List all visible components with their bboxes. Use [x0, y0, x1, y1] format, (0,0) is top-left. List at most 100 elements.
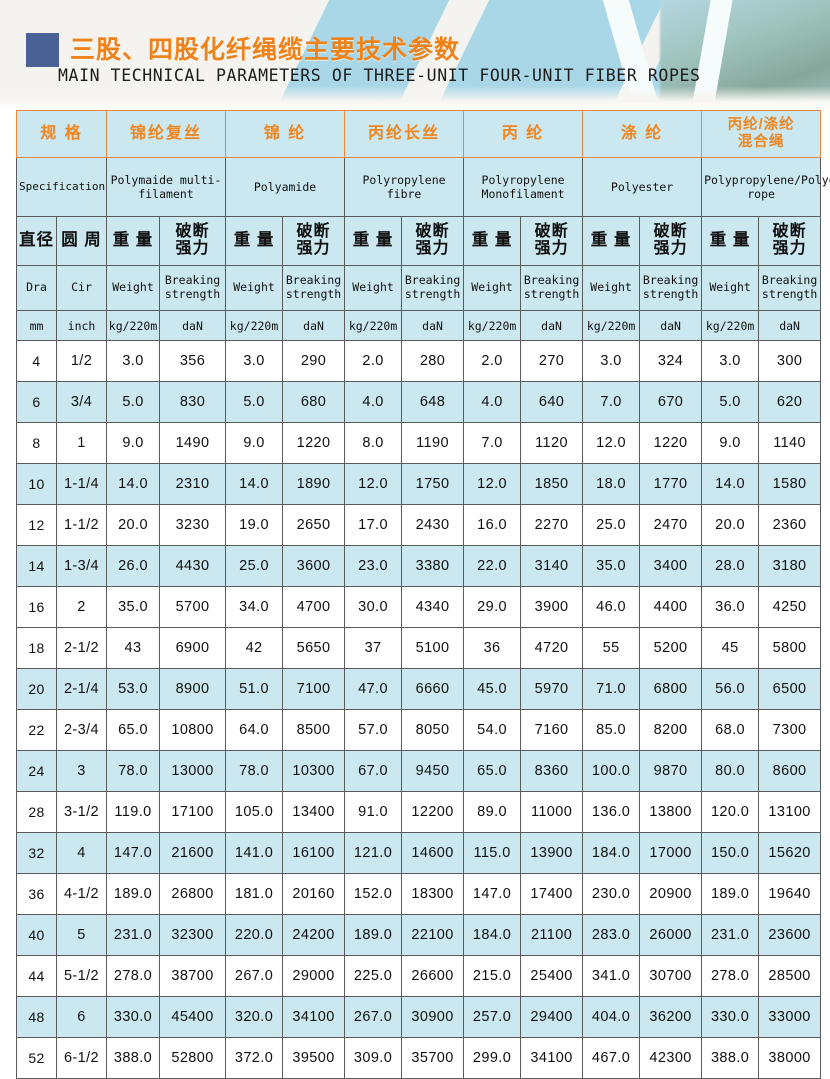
cell-pp_fibre_breaking: 8050 — [401, 709, 465, 751]
cell-pes_breaking: 1770 — [639, 463, 703, 505]
group-en-specification: Specification — [15, 157, 108, 217]
subheader-cn-diameter: 直径 — [16, 216, 57, 266]
cell-pa_multi_breaking: 45400 — [159, 996, 227, 1038]
cell-circumference_inch: 3 — [55, 750, 108, 792]
cell-mixed_weight: 36.0 — [701, 586, 760, 628]
subheader-cn-breaking: 破断 强力 — [758, 216, 822, 266]
subheader-cn-weight: 重 量 — [701, 216, 760, 266]
subheader-en-breaking: Breaking strength — [520, 265, 584, 311]
table-row: 24 3 78.0 13000 78.0 10300 67.0 9450 65.0 8360 100… — [16, 750, 822, 792]
cell-pa_multi_breaking: 3230 — [159, 504, 227, 546]
cell-mixed_weight: 20.0 — [701, 504, 760, 546]
cell-pp_fibre_weight: 267.0 — [344, 996, 403, 1038]
cell-pp_mono_weight: 257.0 — [463, 996, 522, 1038]
cell-diameter_mm: 14 — [16, 545, 57, 587]
cell-mixed_weight: 3.0 — [701, 340, 760, 382]
banner-fade — [0, 86, 830, 108]
cell-circumference_inch: 6 — [55, 996, 108, 1038]
cell-diameter_mm: 32 — [16, 832, 57, 874]
cell-pp_mono_weight: 184.0 — [463, 914, 522, 956]
table-row: 44 5-1/2 278.0 38700 267.0 29000 225.0 26600 215… — [16, 955, 822, 997]
table-row: 40 5 231.0 32300 220.0 24200 189.0 22100 184.0 21… — [16, 914, 822, 956]
cell-pes_weight: 46.0 — [582, 586, 641, 628]
cell-circumference_inch: 1-3/4 — [55, 545, 108, 587]
cell-pa_breaking: 16100 — [282, 832, 346, 874]
cell-pa_breaking: 8500 — [282, 709, 346, 751]
cell-pp_fibre_weight: 47.0 — [344, 668, 403, 710]
cell-pa_breaking: 290 — [282, 340, 346, 382]
subheader-en-breaking: Breaking strength — [282, 265, 346, 311]
cell-pp_mono_breaking: 3900 — [520, 586, 584, 628]
subheader-cn-weight: 重 量 — [582, 216, 641, 266]
subheader-cn-breaking: 破断 强力 — [520, 216, 584, 266]
cell-pp_mono_breaking: 1120 — [520, 422, 584, 464]
cell-pa_breaking: 4700 — [282, 586, 346, 628]
cell-mixed_weight: 278.0 — [701, 955, 760, 997]
cell-diameter_mm: 12 — [16, 504, 57, 546]
unit-dan: daN — [159, 310, 227, 341]
parameters-table-container: 规 格 锦纶复丝 锦 纶 丙纶长丝 丙 纶 涤 纶 丙纶/涤纶 混合绳 Spec… — [15, 110, 830, 1079]
cell-pa_multi_breaking: 38700 — [159, 955, 227, 997]
cell-pp_mono_weight: 22.0 — [463, 545, 522, 587]
cell-pp_fibre_weight: 4.0 — [344, 381, 403, 423]
cell-pp_mono_weight: 36 — [463, 627, 522, 669]
cell-pa_breaking: 3600 — [282, 545, 346, 587]
cell-circumference_inch: 4 — [55, 832, 108, 874]
cell-pa_weight: 141.0 — [225, 832, 284, 874]
cell-pp_mono_weight: 215.0 — [463, 955, 522, 997]
cell-pes_breaking: 3400 — [639, 545, 703, 587]
unit-dan: daN — [282, 310, 346, 341]
table-row: 36 4-1/2 189.0 26800 181.0 20160 152.0 18300 147… — [16, 873, 822, 915]
cell-pa_multi_breaking: 4430 — [159, 545, 227, 587]
cell-mixed_weight: 5.0 — [701, 381, 760, 423]
cell-circumference_inch: 3/4 — [55, 381, 108, 423]
cell-pes_breaking: 30700 — [639, 955, 703, 997]
cell-pa_breaking: 5650 — [282, 627, 346, 669]
cell-pa_weight: 14.0 — [225, 463, 284, 505]
cell-pp_mono_breaking: 17400 — [520, 873, 584, 915]
cell-pp_fibre_breaking: 26600 — [401, 955, 465, 997]
cell-pa_multi_breaking: 10800 — [159, 709, 227, 751]
group-en-polyamide: Polyamide — [225, 157, 346, 217]
cell-pa_multi_weight: 189.0 — [106, 873, 161, 915]
cell-pp_fibre_breaking: 12200 — [401, 791, 465, 833]
cell-pa_multi_weight: 388.0 — [106, 1037, 161, 1079]
cell-pp_fibre_breaking: 18300 — [401, 873, 465, 915]
cell-pp_fibre_breaking: 9450 — [401, 750, 465, 792]
cell-pp_mono_breaking: 11000 — [520, 791, 584, 833]
cell-mixed_breaking: 13100 — [758, 791, 822, 833]
cell-pa_multi_breaking: 830 — [159, 381, 227, 423]
cell-pp_mono_breaking: 2270 — [520, 504, 584, 546]
cell-pp_fibre_weight: 309.0 — [344, 1037, 403, 1079]
cell-pa_breaking: 29000 — [282, 955, 346, 997]
cell-diameter_mm: 16 — [16, 586, 57, 628]
cell-pes_weight: 85.0 — [582, 709, 641, 751]
cell-pa_multi_weight: 3.0 — [106, 340, 161, 382]
cell-pes_weight: 341.0 — [582, 955, 641, 997]
cell-pp_fibre_breaking: 2430 — [401, 504, 465, 546]
group-header-row-en: Specification Polymaide multi-filament P… — [15, 157, 830, 217]
cell-pes_breaking: 36200 — [639, 996, 703, 1038]
cell-circumference_inch: 2 — [55, 586, 108, 628]
group-en-pp-mono: Polyropylene Monofilament — [463, 157, 584, 217]
cell-mixed_breaking: 1580 — [758, 463, 822, 505]
group-en-polyamide-multi: Polymaide multi-filament — [106, 157, 227, 217]
cell-pp_mono_weight: 2.0 — [463, 340, 522, 382]
cell-mixed_weight: 9.0 — [701, 422, 760, 464]
cell-pa_multi_breaking: 6900 — [159, 627, 227, 669]
cell-mixed_weight: 14.0 — [701, 463, 760, 505]
cell-pa_multi_weight: 5.0 — [106, 381, 161, 423]
unit-dan: daN — [401, 310, 465, 341]
cell-pa_weight: 220.0 — [225, 914, 284, 956]
subheader-en-weight: Weight — [225, 265, 284, 311]
cell-pp_mono_weight: 54.0 — [463, 709, 522, 751]
cell-pp_fibre_weight: 57.0 — [344, 709, 403, 751]
cell-mixed_weight: 388.0 — [701, 1037, 760, 1079]
cell-circumference_inch: 5 — [55, 914, 108, 956]
cell-pp_fibre_weight: 37 — [344, 627, 403, 669]
cell-pes_breaking: 324 — [639, 340, 703, 382]
cell-pa_breaking: 34100 — [282, 996, 346, 1038]
cell-pa_multi_weight: 330.0 — [106, 996, 161, 1038]
group-cn-polyester: 涤 纶 — [582, 110, 703, 158]
measure-header-row-cn: 直径 圆 周 重 量 破断 强力 重 量 破断 强力 重 量 破断 强力 重 量 破断… — [16, 216, 822, 266]
